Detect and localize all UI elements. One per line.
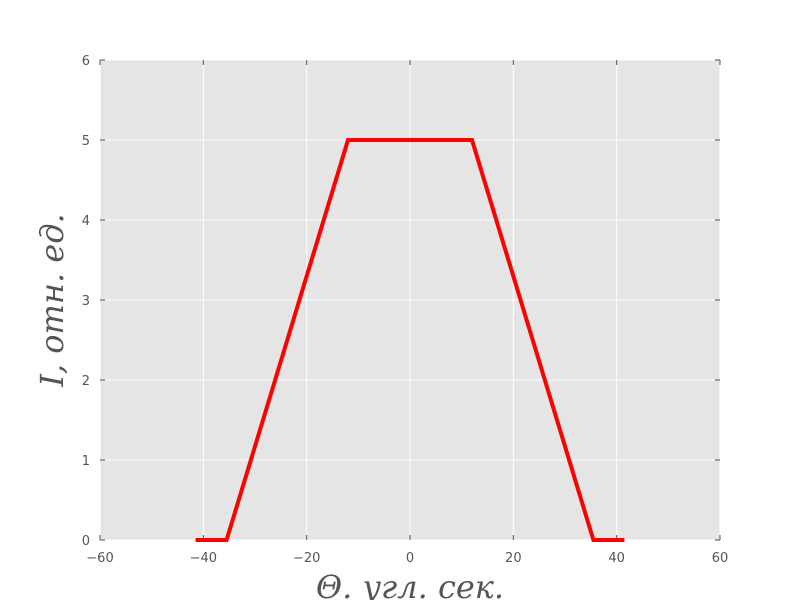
tick-marks [99, 59, 721, 541]
y-tick-label: 0 [82, 534, 90, 549]
series-line-0 [195, 138, 625, 542]
y-tick-label: 6 [82, 54, 90, 69]
y-tick-label: 2 [82, 374, 90, 389]
y-tick-labels: 0 1 2 3 4 5 6 [82, 54, 90, 549]
x-tick-label: −40 [190, 551, 217, 566]
x-axis-label: Θ. угл. сек. [316, 568, 504, 600]
x-tick-labels: −60 −40 −20 0 20 40 60 [86, 551, 728, 566]
y-tick-label: 5 [82, 134, 90, 149]
y-tick-label: 3 [82, 294, 90, 309]
y-tick-label: 4 [82, 214, 90, 229]
x-tick-label: −60 [86, 551, 113, 566]
x-tick-label: 20 [505, 551, 522, 566]
y-axis-label: I, отн. ед. [33, 213, 71, 387]
x-tick-label: 60 [712, 551, 729, 566]
x-tick-label: −20 [293, 551, 320, 566]
y-tick-label: 1 [82, 454, 90, 469]
x-tick-label: 40 [608, 551, 625, 566]
x-tick-label: 0 [406, 551, 414, 566]
series-layer [195, 138, 625, 542]
